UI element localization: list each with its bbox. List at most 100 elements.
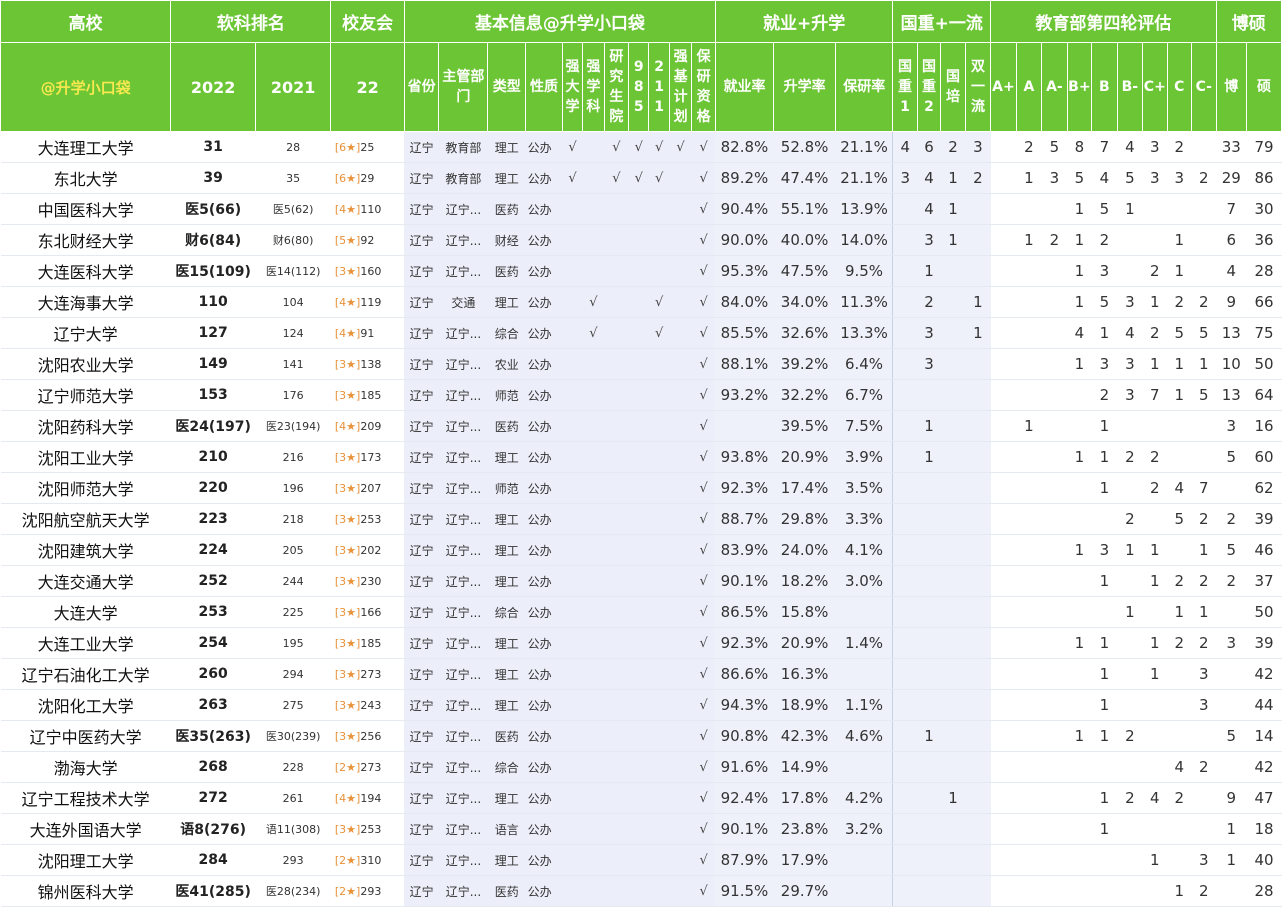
school-type: 理工 — [487, 131, 526, 163]
department: 辽宁... — [438, 379, 488, 411]
province: 辽宁 — [404, 782, 439, 814]
guozhong-cell — [917, 534, 941, 566]
flag-cell — [582, 255, 605, 287]
school-nature: 公办 — [525, 286, 563, 318]
eval-cell — [1142, 720, 1168, 752]
eval-cell — [1067, 782, 1092, 814]
alumni-stars: [5★] — [334, 233, 361, 247]
further-study-rate: 39.2% — [773, 348, 836, 380]
postgrad-recommend-rate: 1.4% — [835, 627, 894, 659]
rank-2022: 284 — [170, 844, 256, 876]
flag-cell — [604, 627, 629, 659]
flag-cell — [628, 565, 649, 597]
eval-cell: 1 — [1067, 720, 1092, 752]
school-type: 医药 — [487, 720, 526, 752]
eval-cell: 2 — [1167, 131, 1192, 163]
flag-cell — [648, 875, 670, 907]
eval-cell — [990, 720, 1017, 752]
guozhong-cell — [892, 658, 918, 690]
rank-2022: 医35(263) — [170, 720, 256, 752]
alumni-value: 256 — [360, 729, 382, 743]
eval-cell: 3 — [1191, 689, 1217, 721]
eval-cell — [1016, 193, 1042, 225]
rank-2021: 196 — [255, 472, 331, 504]
further-study-rate: 23.8% — [773, 813, 836, 845]
guozhong-cell — [892, 844, 918, 876]
flag-cell: √ — [604, 162, 629, 194]
eval-cell: 1 — [1142, 844, 1168, 876]
guozhong-cell — [940, 689, 966, 721]
postgrad-recommend-rate: 3.9% — [835, 441, 894, 473]
doctoral-count: 13 — [1216, 379, 1247, 411]
guozhong-cell — [892, 720, 918, 752]
rank-2022: 149 — [170, 348, 256, 380]
guozhong-cell — [892, 813, 918, 845]
employment-rate: 88.1% — [715, 348, 774, 380]
rank-2022: 254 — [170, 627, 256, 659]
eval-cell: 3 — [1117, 379, 1143, 411]
alumni-rank: [3★]243 — [330, 689, 405, 721]
flag-cell — [604, 503, 629, 535]
employment-rate: 90.0% — [715, 224, 774, 256]
school-nature: 公办 — [525, 844, 563, 876]
alumni-stars: [3★] — [334, 512, 361, 526]
postgrad-recommend-rate: 3.2% — [835, 813, 894, 845]
school-nature: 公办 — [525, 658, 563, 690]
guozhong-cell: 1 — [965, 286, 991, 318]
eval-cell — [1191, 441, 1217, 473]
employment-rate: 90.8% — [715, 720, 774, 752]
alumni-stars: [6★] — [334, 140, 361, 154]
eval-cell: 1 — [1067, 224, 1092, 256]
flag-cell: √ — [562, 131, 583, 163]
guozhong-cell — [917, 875, 941, 907]
department: 辽宁... — [438, 596, 488, 628]
table-row: 锦州医科大学 医41(285) 医28(234) [2★]293 辽宁 辽宁... 医药 公办… — [0, 875, 1282, 907]
rank-2021: 医23(194) — [255, 410, 331, 442]
employment-rate — [715, 410, 774, 442]
flag-cell — [628, 627, 649, 659]
flag-cell — [628, 658, 649, 690]
employment-rate: 83.9% — [715, 534, 774, 566]
school-type: 理工 — [487, 565, 526, 597]
school-name: 大连大学 — [0, 596, 171, 628]
province: 辽宁 — [404, 255, 439, 287]
eval-cell: 1 — [1091, 813, 1118, 845]
province: 辽宁 — [404, 379, 439, 411]
guozhong-cell — [940, 596, 966, 628]
header-basic-col: 985 — [628, 42, 650, 132]
flag-cell — [562, 658, 583, 690]
postgrad-recommend-rate — [835, 751, 894, 783]
department: 辽宁... — [438, 627, 488, 659]
flag-cell: √ — [691, 410, 716, 442]
flag-cell — [669, 286, 692, 318]
flag-cell — [562, 193, 583, 225]
header-employ-col: 就业率 — [714, 42, 775, 132]
eval-cell — [1041, 441, 1068, 473]
guozhong-cell — [917, 689, 941, 721]
alumni-rank: [3★]273 — [330, 658, 405, 690]
school-type: 理工 — [487, 286, 526, 318]
guozhong-cell — [965, 379, 991, 411]
alumni-value: 202 — [360, 543, 382, 557]
flag-cell: √ — [562, 162, 583, 194]
eval-cell — [1117, 255, 1143, 287]
flag-cell — [628, 286, 649, 318]
doctoral-count: 9 — [1216, 782, 1247, 814]
flag-cell — [669, 348, 692, 380]
department: 辽宁... — [438, 410, 488, 442]
further-study-rate: 17.8% — [773, 782, 836, 814]
header-year: 2022 — [170, 42, 256, 132]
postgrad-recommend-rate: 4.2% — [835, 782, 894, 814]
school-type: 理工 — [487, 503, 526, 535]
doctoral-count — [1216, 689, 1247, 721]
guozhong-cell — [892, 596, 918, 628]
employment-rate: 90.1% — [715, 813, 774, 845]
rank-2022: 语8(276) — [170, 813, 256, 845]
guozhong-cell: 2 — [965, 162, 991, 194]
flag-cell — [562, 472, 583, 504]
header-basic-col: 研究生院 — [603, 42, 630, 132]
flag-cell — [628, 224, 649, 256]
flag-cell — [562, 224, 583, 256]
school-type: 理工 — [487, 162, 526, 194]
rank-2021: 293 — [255, 844, 331, 876]
